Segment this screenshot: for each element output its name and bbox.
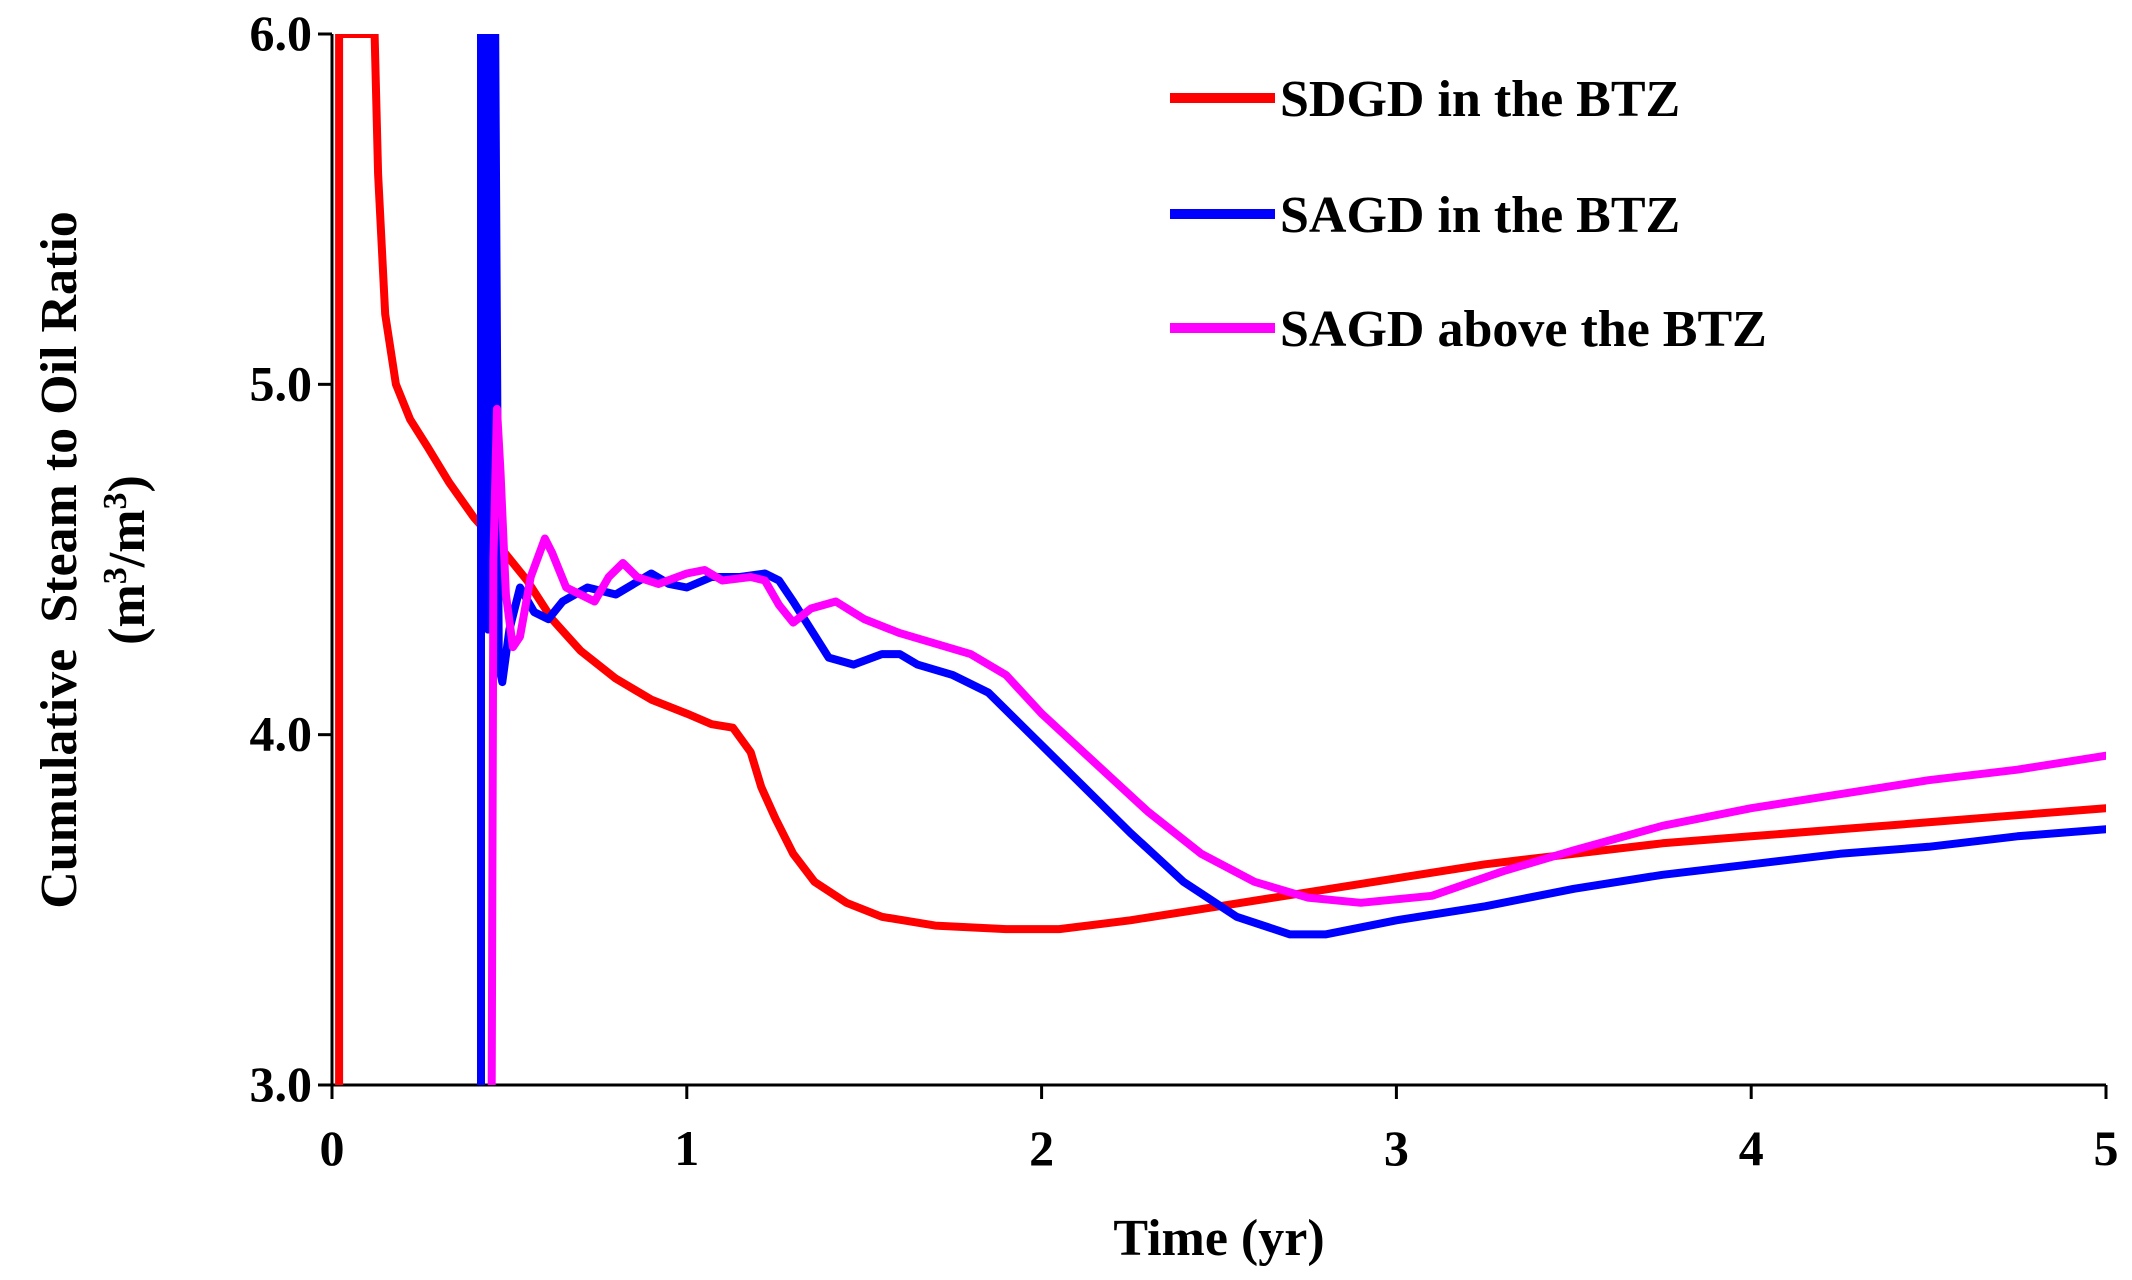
x-tick-label: 5 (2094, 1120, 2119, 1176)
legend-item-sagd-above-btz: SAGD above the BTZ (1170, 301, 1767, 358)
series-group (335, 34, 2106, 1085)
x-tick-label: 3 (1384, 1120, 1409, 1176)
series-line-sdgd-btz (335, 34, 2106, 1085)
x-axis-title: Time (yr) (1113, 1210, 1324, 1267)
series-line-sagd-btz (477, 34, 2106, 1085)
x-tick-label: 2 (1029, 1120, 1054, 1176)
y-tick-label: 6.0 (250, 5, 313, 61)
x-tick-label: 4 (1739, 1120, 1764, 1176)
legend-label-sdgd-btz: SDGD in the BTZ (1280, 71, 1680, 128)
y-axis-title-line1: Cumulative Steam to Oil Ratio (31, 211, 88, 909)
series-line-sagd-above-btz (487, 404, 2106, 1085)
x-ticks: 0 1 2 3 4 5 (320, 1085, 2119, 1176)
axes (330, 34, 2106, 1087)
y-axis-title-line2: (m3/m3) (97, 475, 156, 645)
legend-item-sdgd-btz: SDGD in the BTZ (1170, 71, 1680, 128)
y-ticks: 3.0 4.0 5.0 6.0 (250, 5, 332, 1112)
legend-label-sagd-btz: SAGD in the BTZ (1280, 187, 1680, 244)
legend: SDGD in the BTZ SAGD in the BTZ SAGD abo… (1170, 71, 1767, 358)
y-tick-label: 5.0 (250, 355, 313, 411)
x-tick-label: 1 (674, 1120, 699, 1176)
y-axis-title: Cumulative Steam to Oil Ratio (m3/m3) (31, 211, 156, 909)
y-tick-label: 3.0 (250, 1056, 313, 1112)
x-tick-label: 0 (320, 1120, 345, 1176)
legend-item-sagd-btz: SAGD in the BTZ (1170, 187, 1680, 244)
y-tick-label: 4.0 (250, 706, 313, 762)
legend-label-sagd-above-btz: SAGD above the BTZ (1280, 301, 1767, 358)
